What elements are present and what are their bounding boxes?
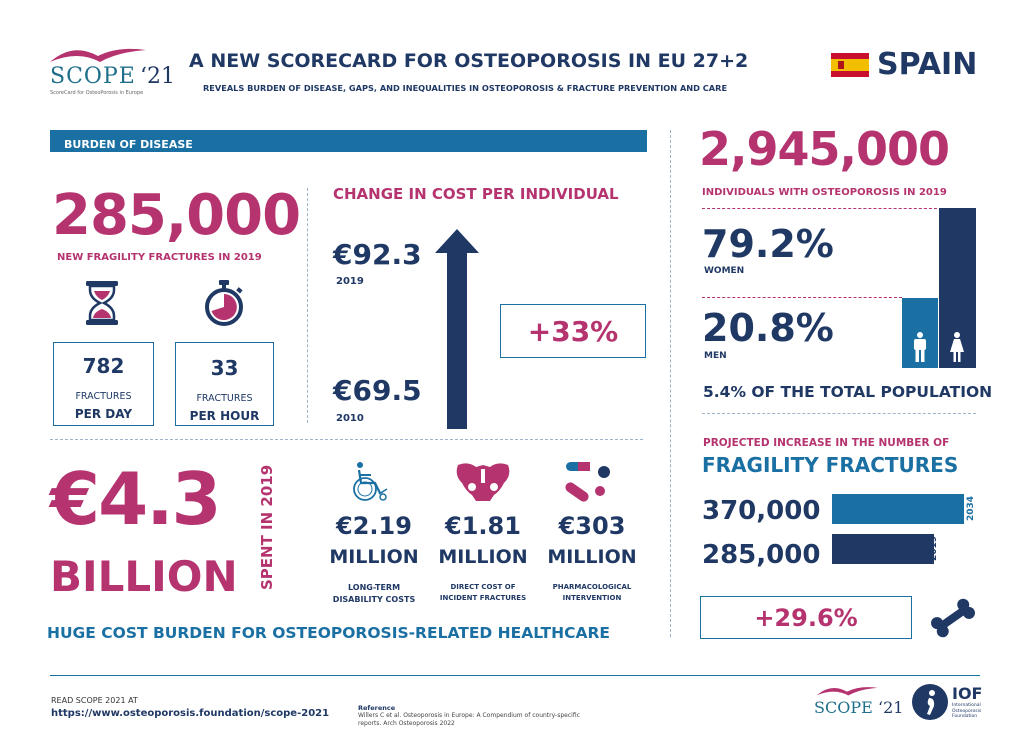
- cost-change-box: +33%: [500, 304, 646, 358]
- stopwatch-icon: [205, 280, 243, 326]
- spending-amount: €4.3: [50, 457, 222, 541]
- spend-item-1-unit: MILLION: [329, 546, 419, 568]
- scope-logo-text: SCOPE: [50, 64, 136, 89]
- projection-increase: +29.6%: [754, 604, 858, 632]
- footer-scope-year: ‘21: [878, 698, 904, 717]
- fractures-total: 285,000: [52, 183, 301, 248]
- cost-change-title: CHANGE IN COST PER INDIVIDUAL: [333, 185, 619, 203]
- spend-item-1-label: LONG-TERM DISABILITY COSTS: [332, 583, 416, 604]
- country-name: SPAIN: [877, 47, 978, 82]
- projection-2019-value: 285,000: [702, 540, 821, 570]
- per-hour-box: 33 FRACTURES PER HOUR: [175, 342, 274, 426]
- hourglass-icon: [86, 281, 118, 325]
- bone-icon: [931, 598, 975, 638]
- spending-vertical-label: SPENT IN 2019: [258, 464, 276, 590]
- iof-abbr: IOF: [952, 684, 983, 703]
- prevalence-total: 2,945,000: [699, 122, 950, 176]
- per-day-box: 782 FRACTURES PER DAY: [53, 342, 154, 426]
- spend-item-3-label: PHARMACOLOGICAL INTERVENTION: [552, 583, 632, 602]
- spending-unit: BILLION: [50, 552, 238, 601]
- gender-bars: [902, 208, 976, 368]
- cost-change-percent: +33%: [527, 315, 619, 348]
- fractures-label: NEW FRAGILITY FRACTURES IN 2019: [57, 252, 262, 263]
- scope-logo-swoosh-icon: [50, 48, 146, 62]
- divider-vertical-right: [670, 130, 671, 637]
- cost-burden-banner: HUGE COST BURDEN FOR OSTEOPOROSIS-RELATE…: [47, 624, 610, 642]
- divider-vertical-left: [307, 188, 308, 423]
- reference-text: Willers C et al. Osteoporosis in Europe:…: [358, 712, 580, 727]
- per-hour-label-bold: PER HOUR: [189, 409, 260, 423]
- spend-item-2-value: €1.81: [445, 512, 521, 540]
- reference-title: Reference: [358, 704, 396, 712]
- projection-2034-value: 370,000: [702, 496, 821, 526]
- wheelchair-icon: [353, 462, 388, 501]
- footer-scope-logo: SCOPE ‘21: [812, 684, 904, 724]
- projection-2019-year: 2019: [929, 535, 939, 561]
- scope-logo-year: ‘21: [140, 64, 175, 89]
- spend-item-2-unit: MILLION: [438, 546, 528, 568]
- footer-read-label: READ SCOPE 2021 AT: [51, 696, 138, 705]
- spend-item-3-value: €303: [558, 512, 626, 540]
- per-day-label-bold: PER DAY: [74, 407, 133, 421]
- iof-logo: IOF International Osteoporosis Foundatio…: [912, 684, 988, 724]
- man-icon: [914, 332, 926, 362]
- pills-icon: [565, 462, 610, 502]
- per-day-label: FRACTURES: [75, 391, 132, 402]
- woman-icon: [950, 332, 964, 362]
- projection-heading-small: PROJECTED INCREASE IN THE NUMBER OF: [703, 437, 950, 449]
- men-label: MEN: [704, 351, 727, 361]
- scope-logo-tagline: ScoreCard for OsteoPorosis in Europe: [50, 90, 144, 96]
- scope-logo: SCOPE ‘21 ScoreCard for OsteoPorosis in …: [48, 44, 175, 98]
- projection-2034-year: 2034: [966, 495, 976, 521]
- projection-increase-box: +29.6%: [700, 596, 912, 639]
- cost-2019-year: 2019: [336, 276, 364, 287]
- per-hour-label: FRACTURES: [196, 393, 253, 404]
- spend-item-1-value: €2.19: [336, 512, 412, 540]
- page-subtitle: REVEALS BURDEN OF DISEASE, GAPS, AND INE…: [203, 83, 728, 93]
- per-day-value: 782: [82, 354, 125, 378]
- cost-2019-value: €92.3: [333, 238, 422, 271]
- cost-2010-value: €69.5: [333, 374, 422, 407]
- prevalence-label: INDIVIDUALS WITH OSTEOPOROSIS IN 2019: [702, 187, 947, 198]
- divider-prevalence-mid: [702, 297, 902, 298]
- population-note: 5.4% OF THE TOTAL POPULATION: [703, 383, 993, 401]
- divider-population: [702, 413, 976, 414]
- projection-heading-large: FRAGILITY FRACTURES: [702, 453, 959, 477]
- page-title: A NEW SCORECARD FOR OSTEOPOROSIS IN EU 2…: [189, 50, 749, 72]
- divider-prevalence-top: [702, 208, 942, 209]
- burden-banner-label: BURDEN OF DISEASE: [64, 138, 193, 151]
- iof-name: International Osteoporosis Foundation: [952, 703, 982, 719]
- footer-scope-swoosh-icon: [816, 687, 878, 696]
- footer-divider: [50, 675, 980, 676]
- spain-flag-icon: [831, 53, 869, 77]
- footer-scope-text: SCOPE: [814, 698, 873, 717]
- iof-logo-icon: [912, 684, 948, 720]
- projection-2019-bar: [832, 534, 934, 564]
- pelvis-icon: [456, 463, 510, 501]
- men-percent: 20.8%: [702, 306, 834, 350]
- projection-2034-bar: [832, 494, 964, 524]
- spend-item-2-label: DIRECT COST OF INCIDENT FRACTURES: [439, 583, 527, 602]
- burden-banner: BURDEN OF DISEASE: [50, 130, 647, 152]
- spend-item-3-unit: MILLION: [547, 546, 637, 568]
- footer-url-link[interactable]: https://www.osteoporosis.foundation/scop…: [51, 708, 330, 719]
- divider-horizontal-mid: [50, 439, 643, 440]
- women-label: WOMEN: [704, 266, 745, 276]
- cost-2010-year: 2010: [336, 413, 364, 424]
- per-hour-value: 33: [210, 356, 239, 380]
- up-arrow-icon: [435, 229, 479, 429]
- women-percent: 79.2%: [702, 222, 834, 266]
